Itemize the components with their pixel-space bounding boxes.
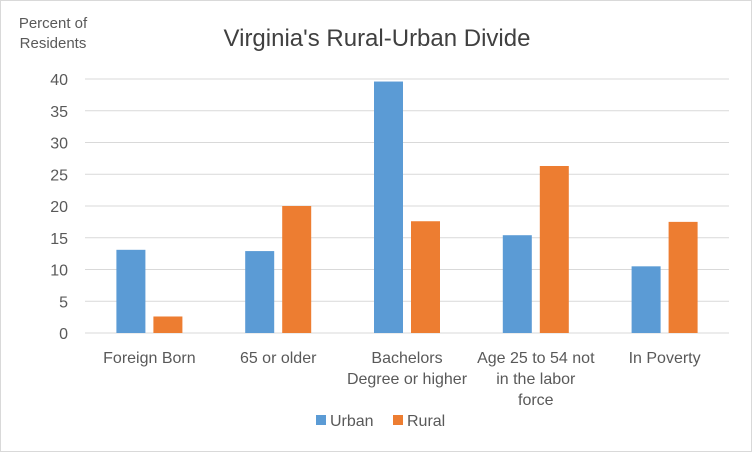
y-tick-label: 0 <box>59 326 68 343</box>
x-category-label: Age 25 to 54 not in the labor force <box>477 350 595 409</box>
legend-label-urban: Urban <box>330 413 374 430</box>
x-category-label: 65 or older <box>240 350 317 367</box>
bar-urban <box>631 266 661 333</box>
legend-swatch-rural <box>393 415 403 425</box>
x-category-label: Foreign Born <box>103 350 196 367</box>
y-axis-label: Percent of Residents <box>19 15 88 52</box>
bar-urban <box>245 251 275 333</box>
y-tick-label: 30 <box>50 136 68 153</box>
legend: Urban Rural <box>316 413 445 430</box>
bar-rural <box>153 316 183 333</box>
x-category-label: In Poverty <box>629 350 701 367</box>
bar-urban <box>374 81 403 333</box>
y-tick-label: 20 <box>50 199 68 216</box>
bar-rural <box>282 206 312 333</box>
y-tick-label: 40 <box>50 72 68 89</box>
bar-urban <box>502 235 532 333</box>
bar-rural <box>539 165 569 333</box>
legend-swatch-urban <box>316 415 326 425</box>
x-category-label: Bachelors Degree or higher <box>347 350 468 388</box>
y-tick-label: 15 <box>50 231 68 248</box>
bar-urban <box>116 249 146 333</box>
bar-rural <box>668 221 698 333</box>
chart-title: Virginia's Rural-Urban Divide <box>224 25 531 52</box>
y-tick-label: 5 <box>59 294 68 311</box>
y-tick-label: 25 <box>50 167 68 184</box>
gridlines <box>85 78 729 334</box>
y-tick-label: 35 <box>50 104 68 121</box>
bar-rural <box>411 221 440 333</box>
x-axis-labels: Foreign Born 65 or older Bachelors Degree o… <box>103 350 700 409</box>
y-tick-label: 10 <box>50 263 68 280</box>
legend-label-rural: Rural <box>407 413 445 430</box>
bars <box>116 81 698 333</box>
y-axis-ticks: 0 5 10 15 20 25 30 35 40 <box>50 72 68 343</box>
y-axis-label-text: Percent of Residents <box>19 15 88 52</box>
